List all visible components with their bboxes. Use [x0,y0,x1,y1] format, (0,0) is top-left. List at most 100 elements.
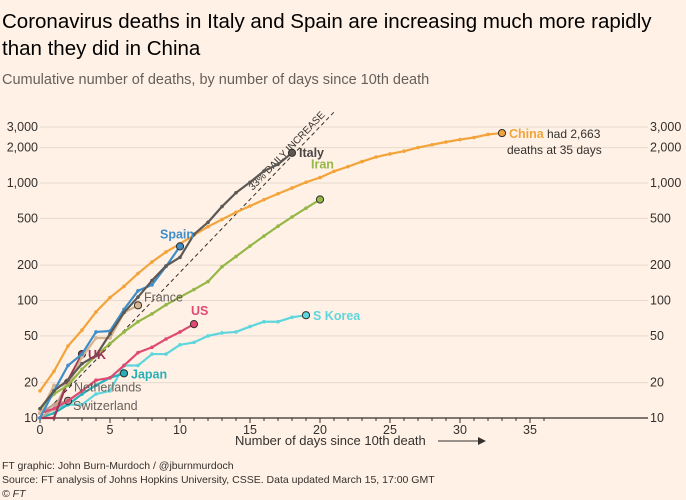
point-china [402,149,406,153]
series-label-japan: Japan [131,367,167,381]
point-iran [66,383,70,388]
series-label-iran: Iran [311,158,334,172]
point-spain [94,330,98,334]
point-italy [136,295,140,299]
point-italy [178,255,182,260]
point-iran [234,254,238,259]
point-china [108,295,112,300]
point-iran [150,312,154,316]
y-tick-left-2000: 2,000 [7,141,38,155]
y-tick-right-2000: 2,000 [650,141,681,155]
point-s-korea [290,315,294,320]
series-label-china: China [509,127,545,141]
y-tick-left-100: 100 [17,294,38,308]
point-italy [248,180,252,185]
x-axis-arrow-head [478,437,486,445]
point-us [164,337,168,341]
point-iran [178,295,182,299]
point-s-korea [248,324,252,329]
point-china [318,175,322,180]
point-italy [80,361,84,366]
point-italy [220,204,224,209]
y-tick-left-20: 20 [24,376,38,390]
y-tick-right-500: 500 [650,211,671,225]
point-s-korea [192,340,196,345]
point-us [94,378,98,382]
end-point-spain [175,242,185,251]
reference-line [39,111,335,419]
end-point-s-korea [301,311,311,320]
x-tick-5: 5 [107,423,114,437]
end-point-iran [315,195,325,204]
point-s-korea [94,392,98,396]
point-iran [164,302,168,307]
series-label-s-korea: S Korea [313,309,361,323]
point-iran [248,244,252,248]
series-label-italy: Italy [299,146,324,160]
point-iran [136,319,140,324]
x-tick-30: 30 [453,423,467,437]
point-china [444,140,448,144]
y-tick-right-200: 200 [650,258,671,272]
point-china [136,271,140,276]
chart-subtitle: Cumulative number of deaths, by number o… [2,72,430,88]
point-italy [206,220,210,225]
series-label-switzerland: Switzerland [73,399,138,413]
point-china [276,191,280,196]
china-annotation-line1: had 2,663 [547,127,601,141]
point-us [150,345,154,350]
series-line-us [39,323,195,415]
x-axis: 0 5 10 15 20 25 30 35 Number of days since 10th … [37,418,545,448]
point-china [248,204,252,208]
x-tick-35: 35 [523,423,537,437]
y-tick-right-20: 20 [650,376,664,390]
point-china [206,224,210,229]
point-china [430,142,434,147]
end-point-china [497,128,507,138]
point-s-korea [164,352,168,356]
x-axis-label: Number of days since 10th death [235,433,426,448]
point-iran [80,367,84,372]
point-s-korea [150,352,154,356]
series-label-us: US [191,304,208,318]
point-iran [108,341,112,346]
point-china [94,310,98,314]
point-iran [262,234,266,238]
point-us [52,406,56,411]
point-us [136,350,140,355]
grid-lines [40,126,648,419]
point-china [304,180,308,185]
end-point-japan [119,369,129,378]
point-china [290,186,294,190]
point-italy [192,232,196,237]
point-china [122,284,126,289]
y-tick-left-10: 10 [24,411,38,425]
y-tick-right-3000: 3,000 [650,120,681,134]
point-s-korea [206,334,210,338]
series-line-s-korea [39,314,307,415]
point-china [164,250,168,254]
footer-copyright: © FT [2,488,26,500]
x-tick-20: 20 [313,423,327,437]
point-spain [150,283,154,287]
point-china [52,369,56,374]
footer-source: Source: FT analysis of Johns Hopkins Uni… [2,474,435,486]
point-italy [164,264,168,268]
point-s-korea [234,330,238,334]
point-china [472,135,476,140]
y-tick-right-100: 100 [650,294,671,308]
point-spain [136,288,140,293]
point-italy [38,406,42,411]
y-axis-left: 10 20 50 100 200 500 1,000 2,000 3,000 [7,120,38,425]
end-point-france [133,301,143,310]
y-tick-left-200: 200 [17,258,38,272]
point-uk [52,416,56,420]
point-italy [52,389,56,393]
chart-title: Coronavirus deaths in Italy and Spain ar… [2,10,652,60]
x-tick-10: 10 [173,423,187,437]
series-line-china [39,131,503,392]
point-s-korea [108,389,112,393]
point-italy [108,332,112,336]
